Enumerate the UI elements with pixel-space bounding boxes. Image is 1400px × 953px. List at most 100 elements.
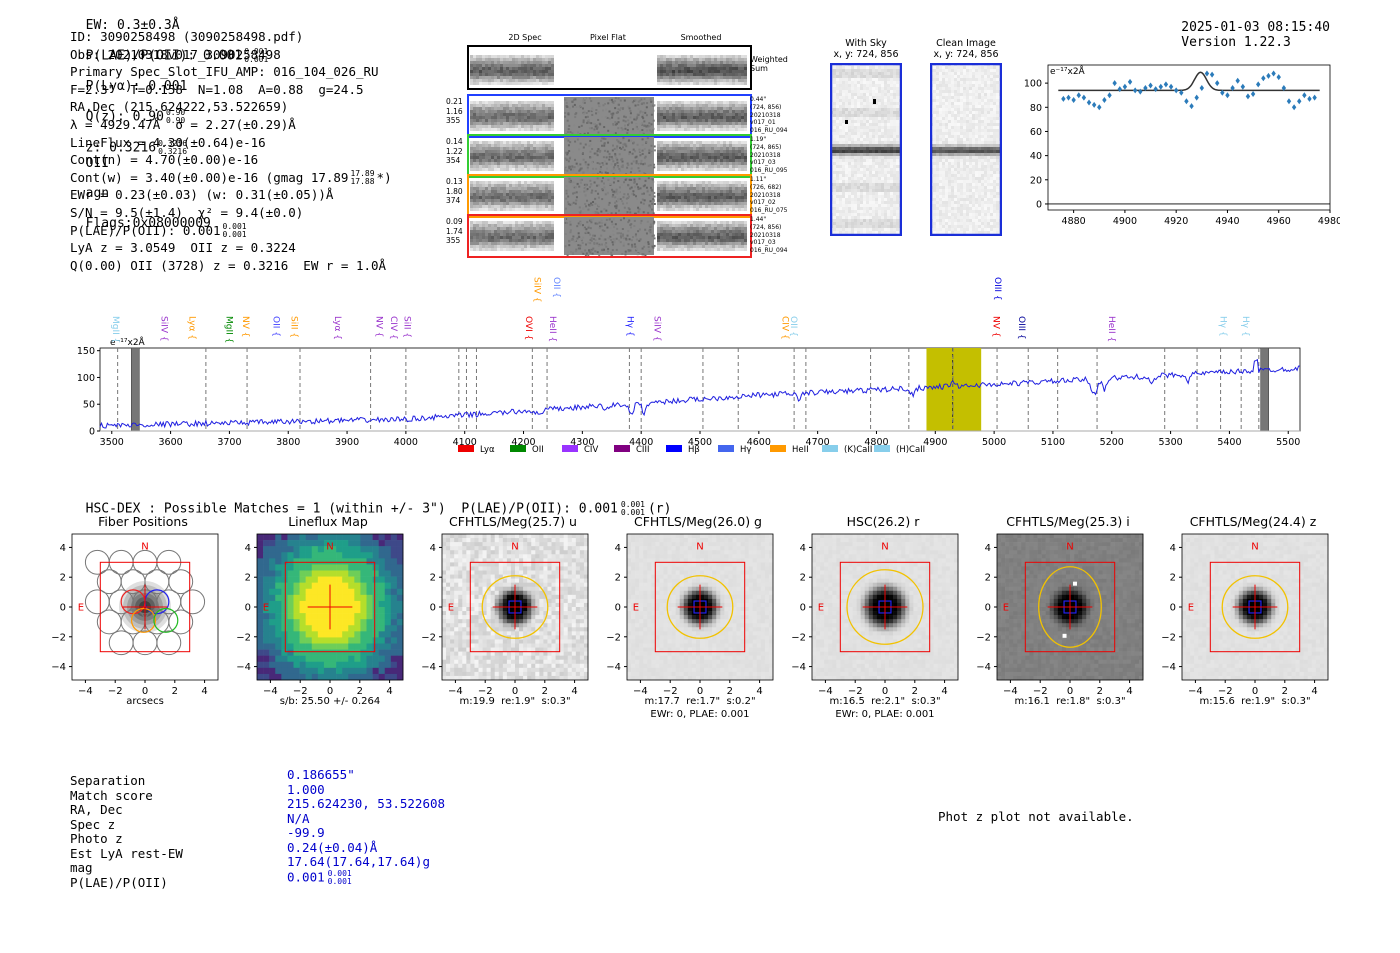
cutout-caption: arcsecs: [126, 696, 164, 707]
lineflux-map: [257, 534, 404, 681]
spec2d-row-right-label: 1.19" (724, 865) 20210318 v017_03 016_RU_095: [750, 136, 787, 175]
spec2d-right-value: 016_RU_075: [750, 207, 788, 215]
with-sky-image: [830, 63, 902, 236]
spectrum-xtick-label: 4000: [394, 437, 418, 448]
cutout-xtick-label: −2: [478, 686, 493, 697]
fiber-circle: [168, 569, 194, 595]
info-line-contn: Cont(n) = 4.70(±0.00)e-16: [70, 152, 259, 168]
zoom-data-point: [1168, 83, 1174, 90]
cutout-ytick-label: −4: [421, 662, 436, 673]
match-key-photoz: Photo z: [70, 831, 123, 846]
spectrum-line-label: OII {: [788, 316, 798, 337]
spec2d-title-2dspec: 2D Spec: [508, 33, 542, 42]
cutout-panel: Fiber Positions N E −4 −2 0 2 4 4 2 0 −2 −4 arcsecs: [42, 510, 242, 725]
cutout-ytick-label: 2: [985, 573, 991, 584]
crosshair: [1047, 584, 1093, 630]
info-line-plae: P(LAE)/P(OII): 0.001 0.001 0.001: [70, 222, 450, 240]
spectrum-line-label: SiII {: [289, 316, 299, 338]
spec2d-row-right-label: 1.44" (724, 856) 20210318 v017_03 016_RU_094: [750, 216, 787, 255]
header-plae-lo: 0.001: [244, 55, 269, 64]
cutout-panel: CFHTLS/Meg(26.0) g N E −4 −2 0 2 4 4 2 0 −2 −4 m:17.7…: [597, 510, 797, 725]
cutout-caption: m:16.1 re:1.8" s:0.3": [1014, 696, 1126, 707]
cutout-pixels: [997, 534, 1144, 681]
legend-swatch: [822, 445, 838, 452]
spectrum-xtick-label: 4700: [806, 437, 830, 448]
legend-label: CIV: [584, 445, 598, 455]
cutout-caption: m:15.6 re:1.9" s:0.3": [1199, 696, 1311, 707]
spec2d-right-value: 0.44": [750, 96, 767, 103]
cutout-ytick-label: −2: [51, 632, 66, 643]
cutout-xtick-label: −2: [108, 686, 123, 697]
aperture-box: [654, 561, 746, 653]
cutout-ytick-label: 0: [430, 603, 436, 614]
cutout-xtick-label: 4: [941, 686, 947, 697]
info-line-lambda: λ = 4929.47Å σ = 2.27(±0.29)Å: [70, 116, 296, 132]
zoom-line-chart: 0 20 40 60 80 100 4880 4900 4920 4940 4960 4980 e⁻¹⁷…: [1024, 64, 1340, 227]
legend-swatch: [718, 445, 734, 452]
spectrum-plot-frame: [99, 347, 1301, 432]
cutout-ytick-label: 2: [1170, 573, 1176, 584]
aperture-box: [284, 561, 376, 653]
aperture-ellipse: [666, 575, 734, 639]
spec2d-weighted-smooth: [657, 55, 749, 85]
legend-swatch: [770, 445, 786, 452]
spec2d-row-left-label: 0.09 1.74 355: [446, 217, 463, 246]
cutout-title: CFHTLS/Meg(25.3) i: [1006, 514, 1130, 529]
spec2d-left-value: 0.14: [446, 137, 463, 146]
info-line-ewr: EWr = 0.23(±0.03) (w: 0.31(±0.05))Å: [70, 187, 334, 203]
header-bar: EW: 0.3±0.3Å P(LAE)/P(OII): 0.001 0.001 0.…: [70, 3, 1070, 231]
spectrum-xtick-label: 3500: [100, 437, 124, 448]
spectrum-line-label-top: SiIV {: [532, 277, 542, 303]
cutout-xtick-label: 0: [142, 686, 148, 697]
cutout-ytick-label: 4: [245, 543, 251, 554]
spectrum-xtick-label: 4900: [923, 437, 947, 448]
cutout-ytick-label: 2: [245, 573, 251, 584]
legend-swatch: [874, 445, 890, 452]
match-key-radec: RA, Dec: [70, 802, 123, 817]
spec2d-left-value: 1.16: [446, 106, 463, 116]
cutout-image: N E −4 −2 0 2 4 4 2 0 −2 −4: [421, 533, 589, 697]
legend-label: Hγ: [740, 445, 751, 455]
spectrum-ytick-label: 0: [89, 427, 95, 438]
cutout-caption-secondary: EWr: 0, PLAE: 0.001: [835, 709, 935, 720]
cutout-caption: s/b: 25.50 +/- 0.264: [279, 696, 381, 707]
spectrum-unit-label: e⁻¹⁷x2Å: [110, 336, 146, 348]
spectrum-xtick-label: 4500: [688, 437, 712, 448]
cutout-ytick-label: −2: [236, 632, 251, 643]
cutout-xtick-label: 2: [542, 686, 548, 697]
spec2d-right-value: 016_RU_095: [750, 167, 788, 175]
info-line-obs: Obs: 20210318v017_3090258498: [70, 46, 281, 62]
clean-image-title-text: Clean Image: [936, 38, 996, 49]
east-label: E: [78, 603, 84, 614]
east-label: E: [1003, 603, 1009, 614]
zoom-data-point: [1302, 92, 1307, 99]
zoom-data-point: [1153, 86, 1158, 93]
spec2d-weighted-frame: [467, 45, 752, 90]
spectrum-xtick-label: 3900: [335, 437, 359, 448]
header-plya: P(Lyα): 0.001: [85, 79, 188, 94]
spectrum-line-label: HeII {: [547, 316, 557, 342]
spec2d-left-value: 374: [446, 196, 461, 205]
aperture-box: [99, 561, 191, 653]
cutout-ytick-label: 2: [60, 573, 66, 584]
spectrum-xtick-label: 5100: [1041, 437, 1065, 448]
zoom-data-point: [1261, 75, 1266, 82]
hsc-dex-header: HSC-DEX : Possible Matches = 1 (within +…: [70, 486, 672, 517]
spectrum-line-label: CIV {: [779, 316, 789, 340]
legend-label: OII: [532, 445, 544, 455]
north-label: N: [1251, 542, 1258, 553]
zoom-data-point: [1066, 94, 1071, 101]
spec2d-left-value: 355: [446, 236, 461, 245]
crosshair: [677, 584, 723, 630]
spectrum-masked-region: [1260, 347, 1270, 432]
cutout-ytick-label: 2: [430, 573, 436, 584]
zoom-xtick-label: 4900: [1113, 216, 1137, 227]
cutout-title: HSC(26.2) r: [846, 514, 920, 529]
spec2d-right-value: (724, 856): [750, 223, 782, 231]
spec2d-title-pixelflat: Pixel Flat: [590, 33, 626, 42]
east-label: E: [263, 603, 269, 614]
cutout-xtick-label: −4: [818, 686, 833, 697]
zoom-data-point: [1245, 93, 1251, 100]
cutout-ytick-label: 0: [800, 603, 806, 614]
header-plae-hi: 0.001: [244, 47, 269, 56]
